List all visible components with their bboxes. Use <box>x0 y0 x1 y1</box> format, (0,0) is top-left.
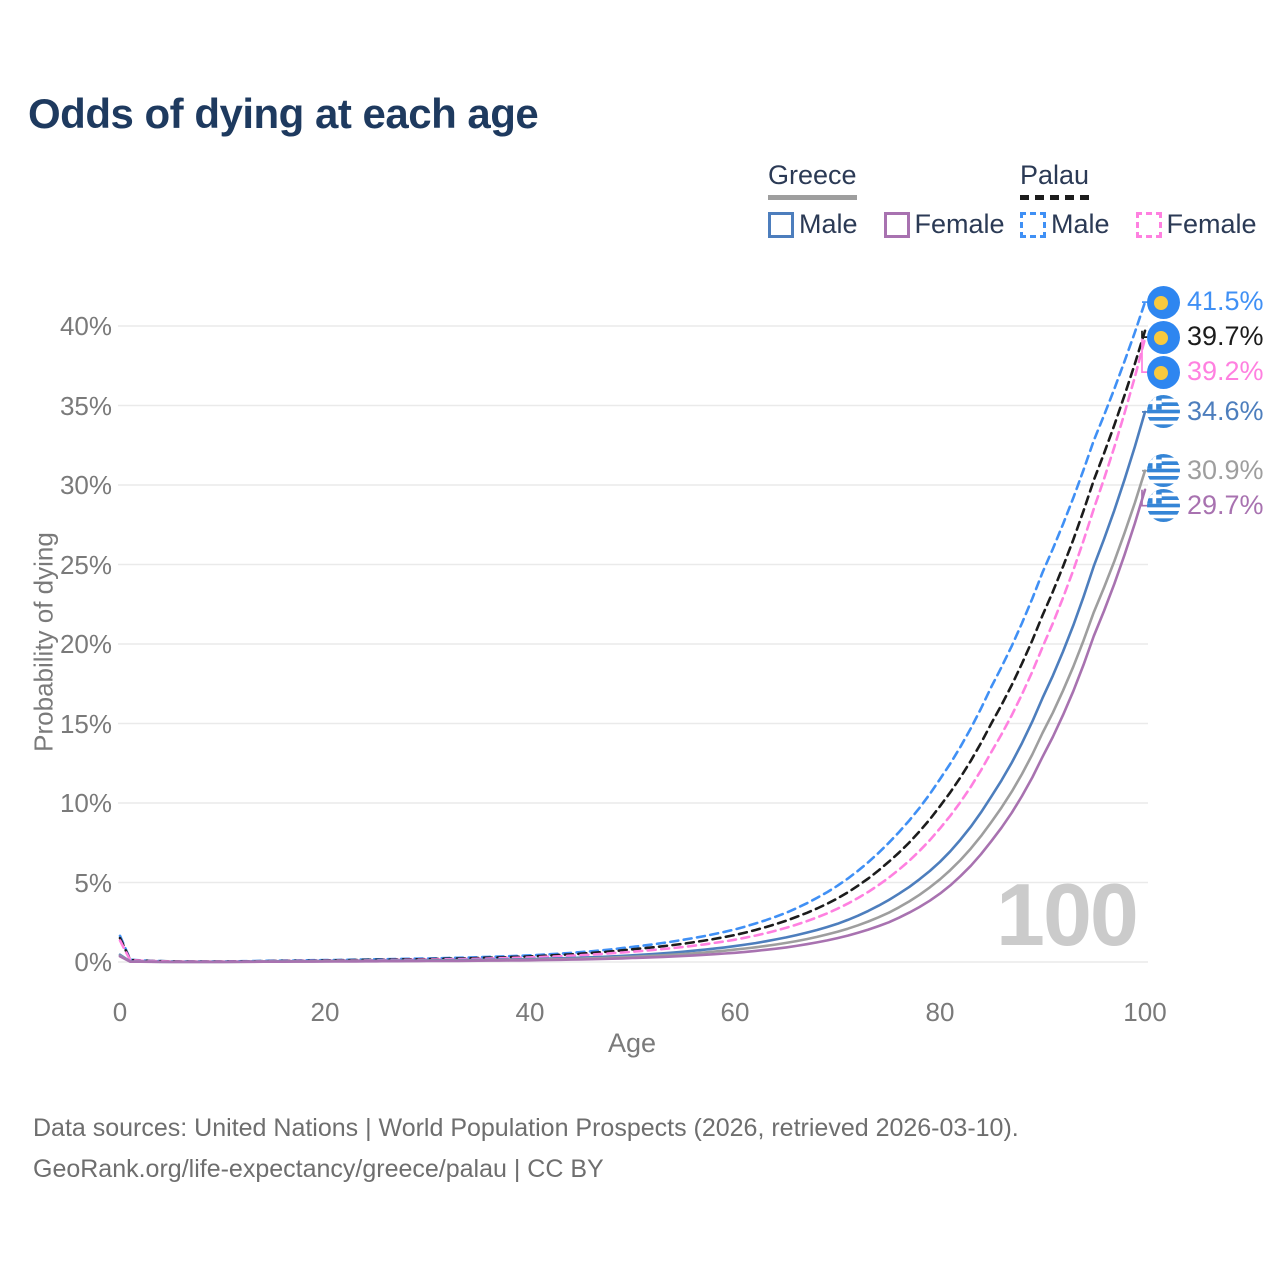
footer: Data sources: United Nations | World Pop… <box>33 1108 1019 1190</box>
y-tick-label: 5% <box>74 868 112 898</box>
leader-line <box>1141 338 1148 373</box>
greece-flag-icon <box>1147 395 1180 428</box>
end-flag-greece <box>1147 489 1180 522</box>
end-value-greece-female: 29.7% <box>1187 490 1264 520</box>
end-flag-palau <box>1147 356 1180 389</box>
greece-line-sample <box>768 195 857 200</box>
palau-female-swatch <box>1135 211 1162 238</box>
y-tick-label: 25% <box>59 550 112 580</box>
x-axis-title: Age <box>607 1028 657 1058</box>
leader-line <box>1141 489 1148 507</box>
y-tick-label: 15% <box>59 709 112 739</box>
x-tick-label: 0 <box>112 997 128 1027</box>
legend-greece-female[interactable]: Female <box>883 209 1005 240</box>
end-value-greece-male: 34.6% <box>1187 396 1264 426</box>
legend-label: Female <box>1166 209 1257 239</box>
end-flag-greece <box>1147 395 1180 428</box>
x-tick-label: 20 <box>310 997 340 1027</box>
y-tick-label: 0% <box>74 947 112 977</box>
greece-flag-icon <box>1147 454 1180 487</box>
legend-label: Male <box>1051 209 1110 239</box>
legend-group-greece: Greece Male Female <box>768 160 1005 240</box>
page-title: Odds of dying at each age <box>28 90 539 137</box>
age-watermark: 100 <box>996 865 1139 964</box>
x-tick-label: 100 <box>1123 997 1167 1027</box>
legend-greece-male[interactable]: Male <box>768 209 858 240</box>
footer-attribution: GeoRank.org/life-expectancy/greece/palau… <box>33 1155 604 1183</box>
legend-palau-female[interactable]: Female <box>1135 209 1257 240</box>
y-axis-title: Probability of dying <box>28 532 59 752</box>
footer-sources: Data sources: United Nations | World Pop… <box>33 1114 1019 1142</box>
y-tick-label: 35% <box>59 391 112 421</box>
leader-line <box>1141 330 1148 338</box>
series-greece-both-sexes[interactable] <box>118 469 1147 964</box>
end-value-greece-both-sexes: 30.9% <box>1187 455 1264 485</box>
palau-flag-icon <box>1147 321 1180 354</box>
legend-group-palau: Palau Male Female <box>1020 160 1257 240</box>
greece-flag-icon <box>1147 489 1180 522</box>
series-palau-both-sexes[interactable] <box>118 329 1147 963</box>
end-flag-palau <box>1147 321 1180 354</box>
y-tick-label: 10% <box>59 788 112 818</box>
palau-flag-icon <box>1147 286 1180 319</box>
end-value-palau-both-sexes: 39.7% <box>1187 321 1264 351</box>
series-palau-female[interactable] <box>118 337 1147 963</box>
palau-male-swatch <box>1020 211 1046 238</box>
end-value-palau-male: 41.5% <box>1187 286 1264 316</box>
legend-country-greece: Greece <box>768 160 857 190</box>
legend-palau-male[interactable]: Male <box>1020 209 1110 240</box>
y-tick-label: 20% <box>59 629 112 659</box>
legend-country-palau: Palau <box>1020 160 1090 190</box>
x-tick-label: 80 <box>925 997 955 1027</box>
y-tick-label: 30% <box>59 470 112 500</box>
legend-label: Female <box>914 209 1005 239</box>
x-tick-label: 40 <box>515 997 545 1027</box>
greece-female-swatch <box>883 211 910 238</box>
y-tick-label: 40% <box>59 311 112 341</box>
end-flag-greece <box>1147 454 1180 487</box>
end-value-palau-female: 39.2% <box>1187 356 1264 386</box>
palau-flag-icon <box>1147 356 1180 389</box>
greece-male-swatch <box>768 211 794 238</box>
end-flag-palau <box>1147 286 1180 319</box>
palau-line-sample <box>1020 195 1090 200</box>
series-palau-male[interactable] <box>118 300 1147 963</box>
legend-label: Male <box>799 209 858 239</box>
series-greece-female[interactable] <box>118 488 1147 964</box>
x-tick-label: 60 <box>720 997 750 1027</box>
